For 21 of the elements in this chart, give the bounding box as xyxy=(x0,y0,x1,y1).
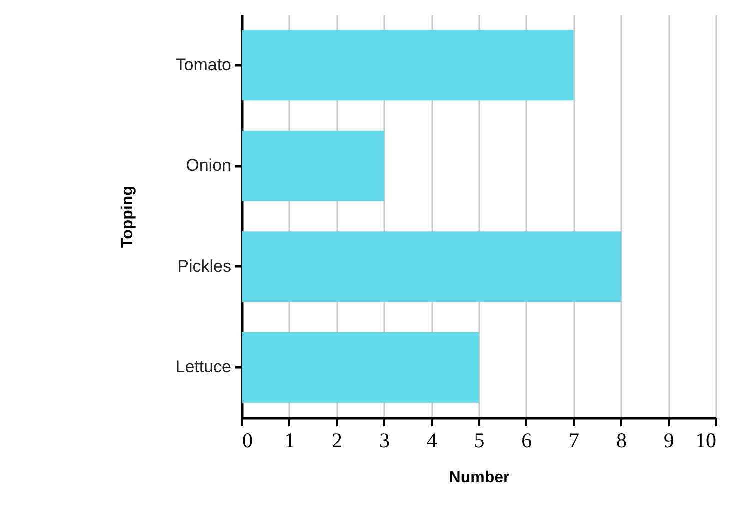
x-tick-label: 9 xyxy=(664,428,674,452)
x-tick-label: 1 xyxy=(284,428,296,452)
x-tick-label: 8 xyxy=(616,428,627,452)
x-tick-label: 10 xyxy=(696,428,716,452)
y-axis-title: Topping xyxy=(120,186,137,248)
x-tick-label: 4 xyxy=(426,428,438,452)
y-tick-label: Pickles xyxy=(178,256,232,276)
bar xyxy=(242,232,622,302)
y-tick-label: Lettuce xyxy=(176,358,232,377)
x-tick-label: 6 xyxy=(522,428,532,452)
x-axis-title: Number xyxy=(449,470,510,486)
y-tick-label: Onion xyxy=(186,156,232,176)
x-tick-label: 3 xyxy=(379,428,390,452)
x-tick-label: 5 xyxy=(474,428,485,452)
y-tick-label: Tomato xyxy=(176,55,232,74)
x-tick-label: 2 xyxy=(332,428,343,452)
bar xyxy=(242,130,384,202)
x-tick-label: 7 xyxy=(569,428,580,452)
bar xyxy=(242,30,574,101)
x-tick-label: 0 xyxy=(242,428,253,452)
bar xyxy=(242,332,479,403)
